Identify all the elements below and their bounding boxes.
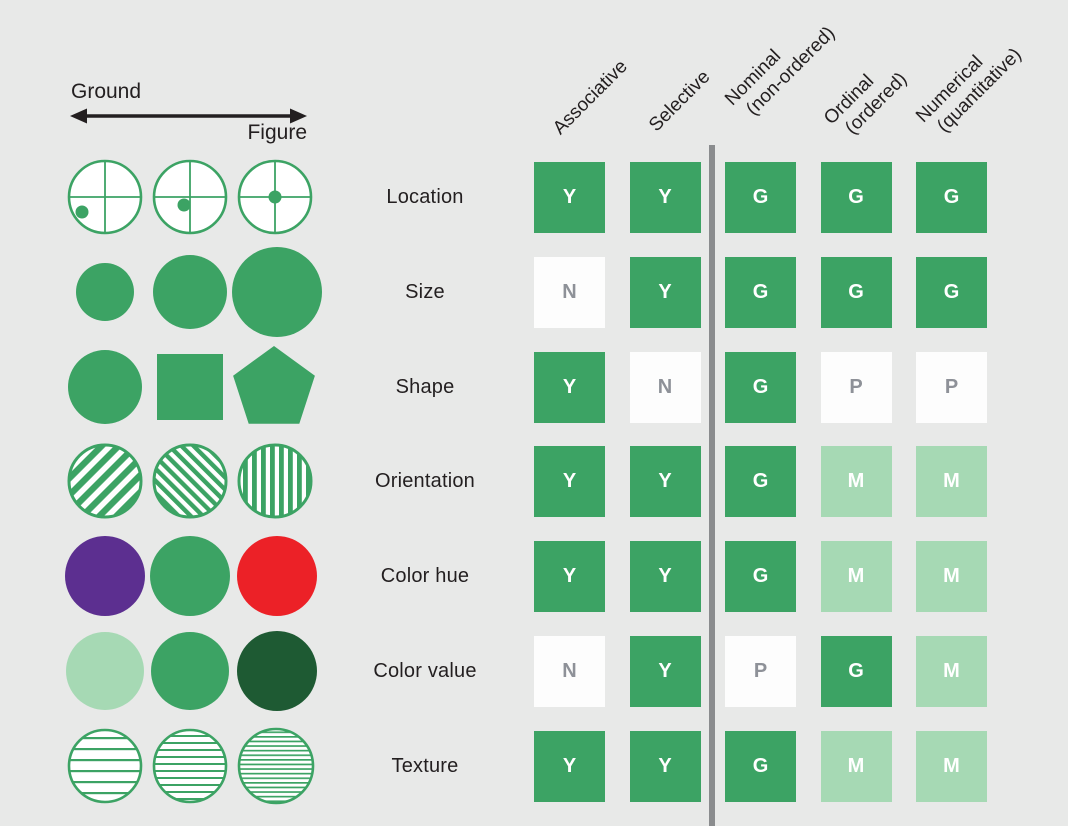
column-header-ordinal: Ordinal (ordered) [820,68,912,139]
cell-texture-numerical: M [916,730,987,802]
cell-color-hue-nominal: G [725,540,796,612]
row-label-location: Location [386,185,464,208]
cell-size-ordinal: G [820,256,892,328]
cell-color-hue-numerical: M [916,540,987,612]
visual-variable-examples [65,108,322,805]
cell-orientation-associative: Y [534,445,605,517]
row-label-shape: Shape [395,375,455,398]
column-divider [709,145,715,826]
color-value-glyphs [66,631,317,711]
cell-color-value-ordinal: G [820,635,892,707]
cell-orientation-nominal: G [725,445,796,517]
cell-shape-numerical: P [916,351,987,423]
cell-orientation-numerical: M [916,445,987,517]
cell-size-numerical: G [916,256,987,328]
texture-glyphs [67,727,315,805]
cell-texture-selective: Y [629,730,701,802]
cell-color-value-selective: Y [629,635,701,707]
cell-shape-selective: N [629,351,701,423]
cell-texture-associative: Y [534,730,605,802]
cell-orientation-selective: Y [629,445,701,517]
cell-size-nominal: G [725,256,796,328]
cell-color-hue-selective: Y [629,540,701,612]
ground-label: Ground [71,80,142,103]
cell-color-value-associative: N [534,635,605,707]
cell-color-value-numerical: M [916,635,987,707]
shape-glyphs [68,346,315,424]
cell-location-selective: Y [629,161,701,233]
cell-color-hue-associative: Y [534,540,605,612]
ground-figure-arrow [70,108,307,124]
cell-location-ordinal: G [820,161,892,233]
location-glyphs [67,159,313,235]
cell-size-selective: Y [629,256,701,328]
row-label-color-hue: Color hue [380,564,470,587]
orientation-glyphs [67,443,313,519]
column-header-numerical: Numerical (quantitative) [912,44,1026,137]
row-label-color-value: Color value [373,659,477,682]
cell-texture-ordinal: M [820,730,892,802]
cell-location-nominal: G [725,161,796,233]
cell-location-associative: Y [534,161,605,233]
row-label-orientation: Orientation [374,469,476,492]
cell-shape-associative: Y [534,351,605,423]
color-hue-glyphs [65,536,317,616]
size-glyphs [76,247,322,337]
cell-shape-nominal: G [725,351,796,423]
row-label-texture: Texture [391,754,459,777]
figure-label: Figure [247,121,307,144]
column-header-selective: Selective [645,66,715,136]
column-header-nominal: Nominal (non-ordered) [721,22,840,120]
cell-shape-ordinal: P [820,351,892,423]
column-header-associative: Associative [549,56,632,139]
cell-location-numerical: G [916,161,987,233]
cell-texture-nominal: G [725,730,796,802]
row-label-size: Size [405,280,445,303]
cell-size-associative: N [534,256,605,328]
cell-color-hue-ordinal: M [820,540,892,612]
cell-orientation-ordinal: M [820,445,892,517]
cell-color-value-nominal: P [725,635,796,707]
